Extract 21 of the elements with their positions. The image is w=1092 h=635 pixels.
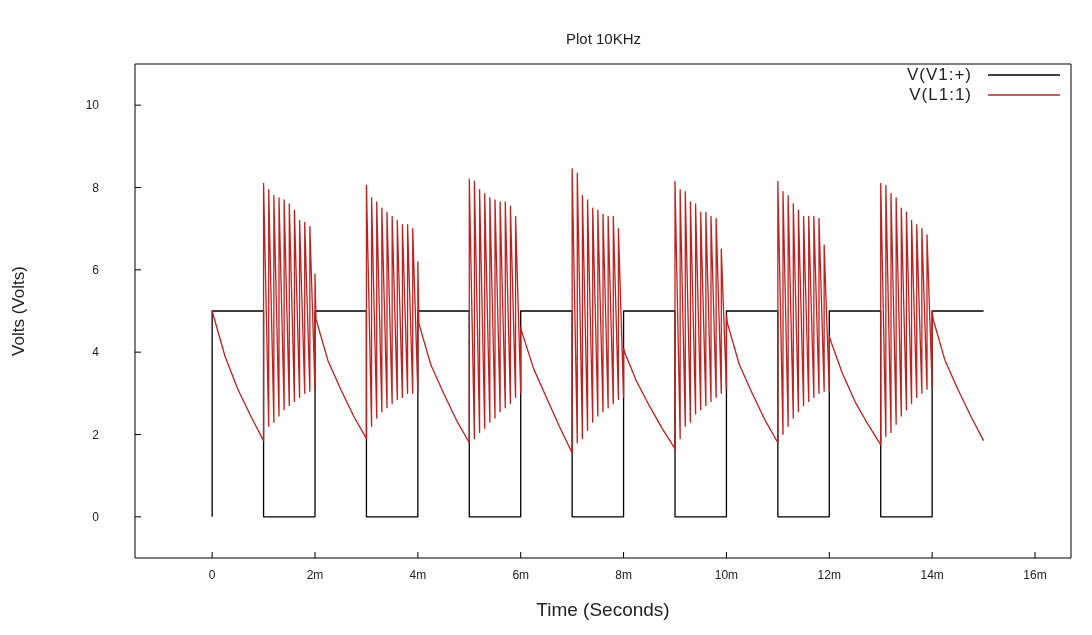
x-tick-label: 2m bbox=[306, 567, 324, 582]
y-tick-label: 2 bbox=[92, 427, 100, 442]
chart-title: Plot 10KHz bbox=[564, 30, 642, 47]
x-tick-label: 6m bbox=[512, 567, 530, 582]
y-tick-label: 4 bbox=[92, 345, 100, 360]
y-tick-label: 0 bbox=[92, 510, 100, 525]
x-tick-label: 14m bbox=[920, 567, 944, 582]
x-tick-label: 16m bbox=[1023, 567, 1047, 582]
x-tick-label: 8m bbox=[615, 567, 632, 582]
y-tick-label: 10 bbox=[85, 98, 100, 113]
line-series bbox=[211, 168, 985, 454]
y-tick-label: 8 bbox=[92, 180, 100, 195]
x-axis-title: Time (Seconds) bbox=[536, 599, 670, 620]
x-tick-label: 4m bbox=[409, 567, 427, 582]
legend-label: V(V1:+) bbox=[906, 65, 972, 85]
y-tick-label: 6 bbox=[92, 263, 100, 278]
y-axis-title: Volts (Volts) bbox=[9, 266, 29, 356]
x-tick-label: 10m bbox=[714, 567, 739, 582]
legend-label: V(L1:1) bbox=[909, 85, 972, 105]
x-tick-label: 0 bbox=[208, 567, 216, 582]
x-tick-label: 12m bbox=[817, 567, 841, 582]
